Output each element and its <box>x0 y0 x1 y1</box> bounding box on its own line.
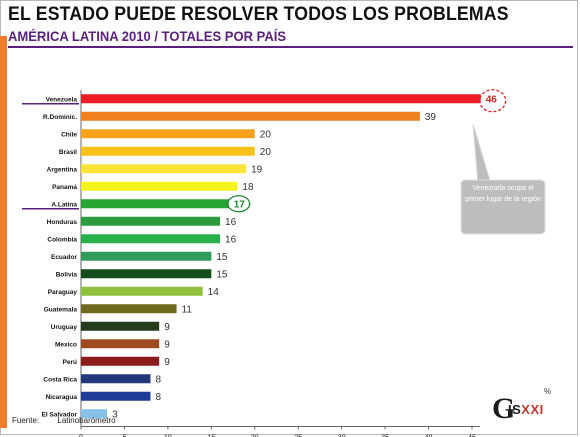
x-tick-label: 20 <box>251 435 259 437</box>
value-label: 3 <box>112 409 118 420</box>
category-label: Costa Rica <box>43 376 77 383</box>
category-label: Argentina <box>47 166 78 173</box>
callout-pointer <box>472 123 492 185</box>
bar-ecuador <box>81 251 212 261</box>
category-label: Uruguay <box>51 324 78 331</box>
x-tick-label: 40 <box>425 435 433 437</box>
bar-brasil <box>81 146 255 156</box>
bar-guatemala <box>81 304 177 314</box>
value-label: 9 <box>164 357 170 368</box>
category-label: Brasil <box>59 149 77 156</box>
x-tick-label: 45 <box>468 435 476 437</box>
category-label: Colombia <box>47 236 77 243</box>
slide-title: EL ESTADO PUEDE RESOLVER TODOS LOS PROBL… <box>8 4 509 25</box>
venezuela-highlight-circle <box>479 89 507 113</box>
bar-per- <box>81 356 160 366</box>
bar-paraguay <box>81 286 203 296</box>
bar-honduras <box>81 216 221 226</box>
category-label: Bolivia <box>56 271 78 278</box>
value-label: 46 <box>486 94 498 105</box>
value-label: 17 <box>234 199 246 210</box>
logo-letter: G <box>492 392 516 425</box>
value-label: 14 <box>208 287 220 298</box>
x-tick-label: 15 <box>207 435 215 437</box>
value-label: 18 <box>242 182 254 193</box>
source-note: Fuente: Latinobarómetro <box>12 416 116 425</box>
value-label: 19 <box>251 164 263 175</box>
bar-colombia <box>81 234 221 244</box>
bar-costa-rica <box>81 374 151 384</box>
category-label: El Salvador <box>42 411 78 418</box>
value-label: 9 <box>164 339 170 350</box>
bar-r-dominic- <box>81 111 420 121</box>
category-label: Nicaragua <box>46 394 78 401</box>
bar-uruguay <box>81 321 160 331</box>
x-tick-label: 10 <box>164 435 172 437</box>
bar-venezuela <box>81 94 481 104</box>
x-tick-label: 35 <box>381 435 389 437</box>
category-label: Chile <box>61 131 77 138</box>
bar-bolivia <box>81 269 212 279</box>
category-label: Honduras <box>47 219 78 226</box>
slide-subtitle: AMÉRICA LATINA 2010 / TOTALES POR PAÍS <box>8 28 287 44</box>
bar-argentina <box>81 164 247 174</box>
category-label: Panamá <box>52 184 77 191</box>
category-label: Perú <box>63 359 77 366</box>
callout-text: Venezuela ocupa el primer lugar de la re… <box>465 185 541 203</box>
bar-chile <box>81 129 255 139</box>
value-label: 20 <box>260 147 272 158</box>
value-label: 15 <box>216 252 228 263</box>
category-label: Paraguay <box>48 289 78 296</box>
value-label: 16 <box>225 217 237 228</box>
bar-nicaragua <box>81 391 151 401</box>
logo-text: ISXXI <box>508 402 544 417</box>
accent-bar <box>0 36 7 428</box>
value-label: 15 <box>216 269 228 280</box>
value-label: 8 <box>156 374 162 385</box>
bar-a-latina <box>81 199 229 209</box>
category-label: Guatemala <box>44 306 78 313</box>
logo-text-xxi: XXI <box>521 402 544 417</box>
callout-box <box>460 179 546 235</box>
x-tick-label: 25 <box>294 435 302 437</box>
value-label: 11 <box>182 304 193 315</box>
value-label: 9 <box>164 322 170 333</box>
logo-percent: % <box>544 387 552 396</box>
gisxxi-logo: G ISXXI % <box>492 387 562 429</box>
x-tick-label: 30 <box>338 435 346 437</box>
latam-highlight-circle <box>227 195 251 213</box>
category-label: R.Dominic. <box>43 114 77 121</box>
bar-el-salvador <box>81 409 108 419</box>
x-tick-label: 0 <box>79 435 83 437</box>
subtitle-rule <box>8 46 573 48</box>
source-name: Latinobarómetro <box>57 416 116 425</box>
value-label: 20 <box>260 129 272 140</box>
value-label: 39 <box>425 112 437 123</box>
x-tick-label: 5 <box>122 435 126 437</box>
logo-text-is: IS <box>508 402 522 417</box>
bar-mexico <box>81 339 160 349</box>
category-label: A.Latina <box>51 201 77 208</box>
bar-panam- <box>81 181 238 191</box>
source-label: Fuente: <box>12 416 40 425</box>
category-label: Mexico <box>55 341 77 348</box>
value-label: 8 <box>156 392 162 403</box>
value-label: 16 <box>225 234 237 245</box>
category-label: Venezuela <box>46 96 78 103</box>
category-label: Ecuador <box>51 254 77 261</box>
